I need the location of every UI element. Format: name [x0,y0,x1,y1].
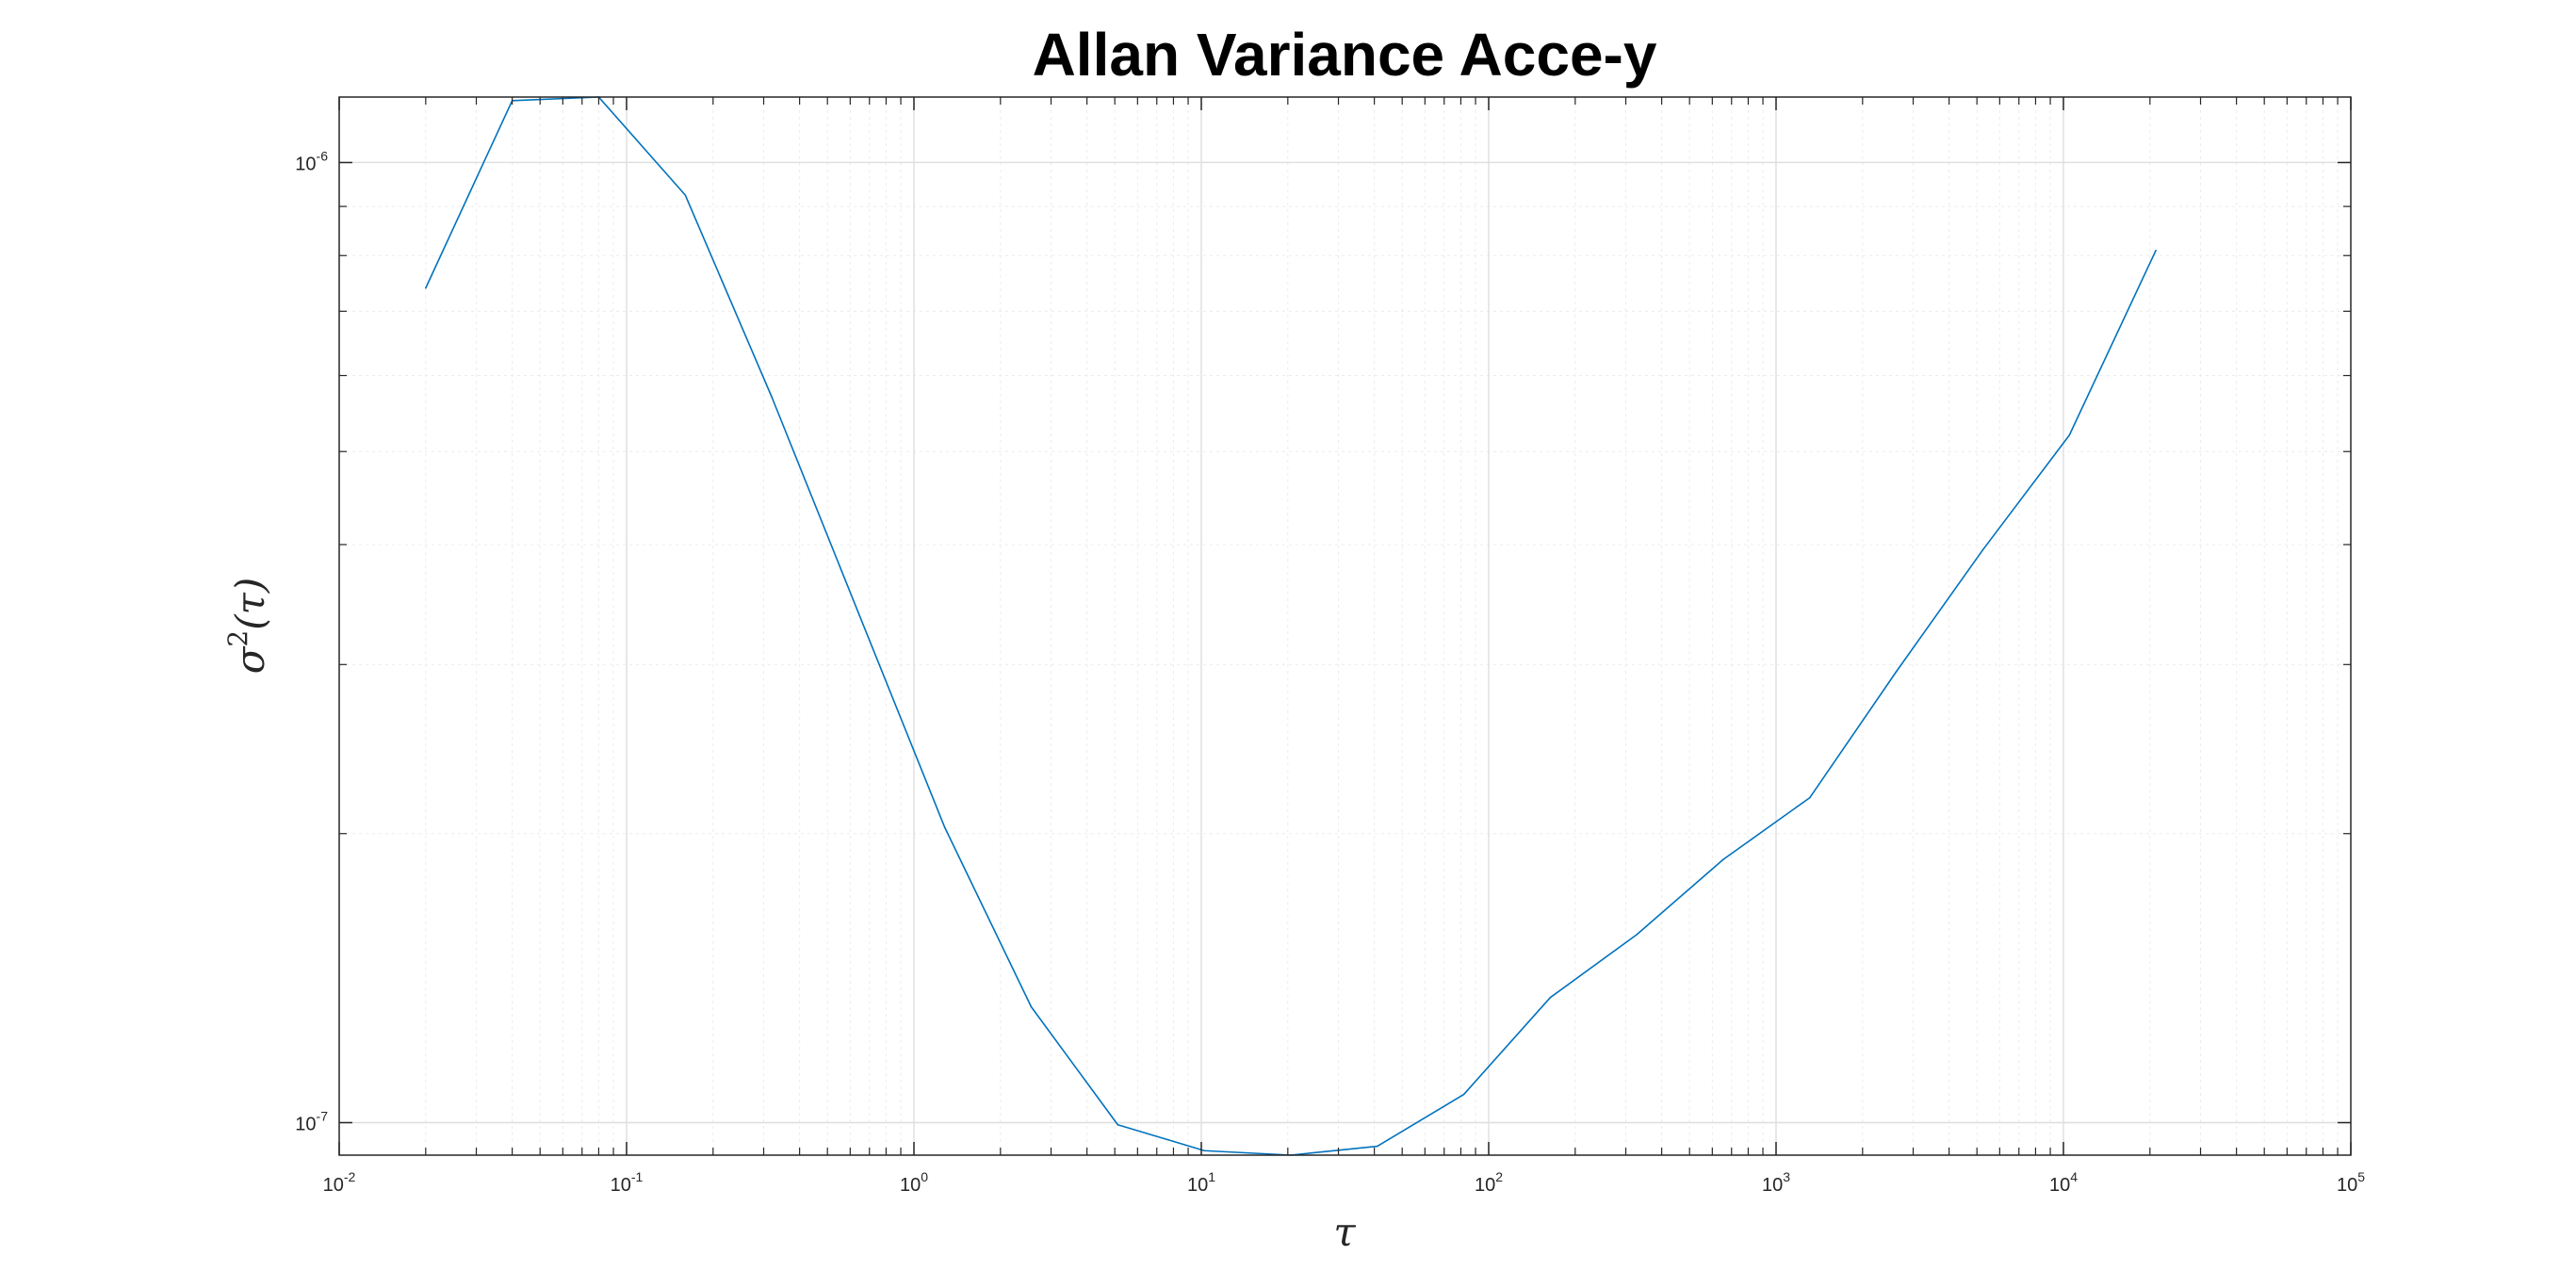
x-axis-label: τ [1333,1209,1356,1255]
x-tick-label: 104 [2049,1169,2078,1196]
data-point [1117,1123,1119,1126]
data-point [425,286,427,289]
x-tick-labels: 10-2 10-1 100 101 102 103 104 105 [323,1169,2366,1196]
data-point [1549,996,1552,999]
x-tick-label: 103 [1762,1169,1790,1196]
data-point [771,396,773,399]
plot-frame [338,96,2352,1156]
data-point [1030,1005,1033,1008]
data-point [857,611,859,613]
data-point [1722,858,1724,860]
data-point [1376,1145,1378,1148]
minor-grid [339,97,2351,1155]
plot-area [339,97,2351,1155]
x-tick-label: 10-2 [323,1169,356,1196]
data-point [1809,796,1811,799]
y-tick-label: 10-6 [295,148,328,174]
data-point [1462,1093,1465,1096]
y-tick-labels: 10-7 10-6 [295,148,328,1134]
y-axis-label-text: σ2(τ) [222,578,273,675]
data-point [2068,434,2071,436]
data-point [684,194,687,196]
x-tick-label: 10-1 [611,1169,644,1196]
axis-ticks [338,97,2352,1155]
x-tick-label: 105 [2337,1169,2365,1196]
data-point [1203,1149,1205,1152]
data-point [1981,548,1984,551]
y-tick-label: 10-7 [295,1108,328,1134]
data-point [2155,249,2157,252]
x-tick-label: 101 [1187,1169,1215,1196]
x-tick-label: 100 [900,1169,928,1196]
major-grid [339,97,2351,1155]
data-point [1636,934,1639,936]
data-point [1895,670,1898,673]
chart-title: Allan Variance Acce-y [1033,21,1657,89]
x-tick-label: 102 [1475,1169,1503,1196]
y-axis-label: σ2(τ) [222,578,273,675]
data-point [943,826,946,828]
